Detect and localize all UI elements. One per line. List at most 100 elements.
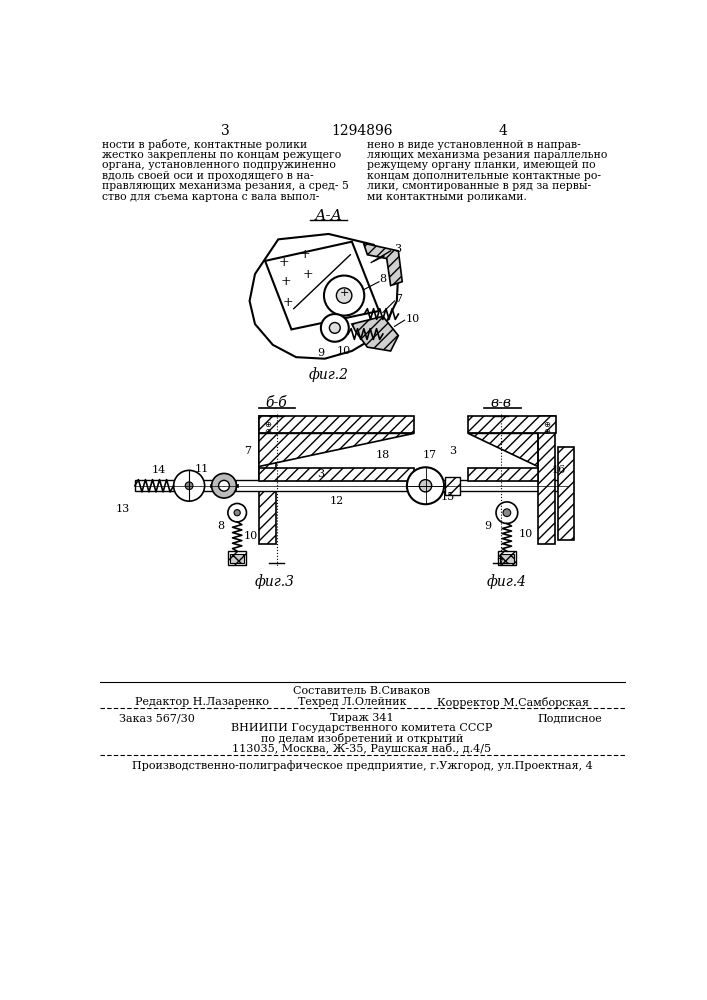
Text: б-б: б-б bbox=[266, 396, 288, 410]
Text: 10: 10 bbox=[406, 314, 421, 324]
Text: 10: 10 bbox=[337, 346, 351, 356]
Circle shape bbox=[503, 509, 510, 517]
Text: 3: 3 bbox=[221, 124, 230, 138]
Text: 17: 17 bbox=[422, 450, 436, 460]
Polygon shape bbox=[228, 551, 247, 565]
Polygon shape bbox=[352, 316, 398, 351]
Polygon shape bbox=[468, 433, 538, 466]
Text: фиг.4: фиг.4 bbox=[487, 575, 527, 589]
Polygon shape bbox=[538, 416, 555, 544]
Text: лики, смонтированные в ряд за первы-: лики, смонтированные в ряд за первы- bbox=[368, 181, 592, 191]
Polygon shape bbox=[558, 447, 573, 540]
Text: в-в: в-в bbox=[490, 396, 511, 410]
Text: 7: 7 bbox=[244, 446, 251, 456]
Text: +: + bbox=[279, 256, 289, 269]
Text: 16: 16 bbox=[552, 465, 566, 475]
Text: ⊕: ⊕ bbox=[264, 420, 271, 429]
Text: органа, установленного подпружиненно: органа, установленного подпружиненно bbox=[103, 160, 337, 170]
Polygon shape bbox=[259, 416, 414, 433]
Text: правляющих механизма резания, а сред- 5: правляющих механизма резания, а сред- 5 bbox=[103, 181, 349, 191]
Text: 15: 15 bbox=[441, 492, 455, 502]
Circle shape bbox=[337, 288, 352, 303]
Text: 18: 18 bbox=[375, 450, 390, 460]
Text: 14: 14 bbox=[151, 465, 166, 475]
Polygon shape bbox=[498, 551, 516, 565]
Text: 12: 12 bbox=[329, 496, 344, 506]
Text: вдоль своей оси и проходящего в на-: вдоль своей оси и проходящего в на- bbox=[103, 171, 314, 181]
Text: нено в виде установленной в направ-: нено в виде установленной в направ- bbox=[368, 140, 581, 150]
Text: ство для съема картона с вала выпол-: ство для съема картона с вала выпол- bbox=[103, 192, 320, 202]
Text: 1294896: 1294896 bbox=[331, 124, 392, 138]
Text: ляющих механизма резания параллельно: ляющих механизма резания параллельно bbox=[368, 150, 608, 160]
Text: +: + bbox=[339, 288, 349, 298]
Circle shape bbox=[234, 510, 240, 516]
Circle shape bbox=[174, 470, 204, 501]
Circle shape bbox=[496, 502, 518, 523]
Text: 3: 3 bbox=[317, 469, 325, 479]
Text: Редактор Н.Лазаренко: Редактор Н.Лазаренко bbox=[135, 697, 269, 707]
Text: +: + bbox=[283, 296, 293, 309]
Text: концам дополнительные контактные ро-: концам дополнительные контактные ро- bbox=[368, 171, 602, 181]
Text: 7: 7 bbox=[496, 558, 503, 568]
Text: 9: 9 bbox=[484, 521, 491, 531]
Polygon shape bbox=[211, 487, 215, 490]
Polygon shape bbox=[233, 487, 236, 490]
Circle shape bbox=[419, 480, 432, 492]
Text: ми контактными роликами.: ми контактными роликами. bbox=[368, 192, 527, 202]
Circle shape bbox=[228, 503, 247, 522]
Polygon shape bbox=[259, 433, 414, 466]
Text: 10: 10 bbox=[243, 531, 257, 541]
Text: 8: 8 bbox=[217, 521, 224, 531]
Polygon shape bbox=[228, 479, 232, 482]
Polygon shape bbox=[233, 481, 236, 484]
Text: ⊕: ⊕ bbox=[543, 427, 550, 436]
Text: ⊕: ⊕ bbox=[264, 427, 271, 436]
Polygon shape bbox=[230, 554, 244, 563]
Text: режущему органу планки, имеющей по: режущему органу планки, имеющей по bbox=[368, 160, 596, 170]
Polygon shape bbox=[235, 484, 238, 487]
Text: ⊕: ⊕ bbox=[543, 420, 550, 429]
Text: 4: 4 bbox=[498, 124, 508, 138]
Text: А-А: А-А bbox=[315, 209, 343, 223]
Polygon shape bbox=[223, 478, 226, 481]
Text: Заказ 567/30: Заказ 567/30 bbox=[119, 713, 195, 723]
Text: 10: 10 bbox=[518, 529, 533, 539]
Polygon shape bbox=[500, 554, 514, 563]
Text: +: + bbox=[281, 275, 291, 288]
Text: 3: 3 bbox=[450, 446, 457, 456]
Text: жестко закреплены по концам режущего: жестко закреплены по концам режущего bbox=[103, 150, 341, 160]
Text: 11: 11 bbox=[194, 464, 209, 474]
Circle shape bbox=[218, 480, 230, 491]
Circle shape bbox=[321, 314, 349, 342]
Text: Подписное: Подписное bbox=[538, 713, 602, 723]
Polygon shape bbox=[259, 468, 414, 481]
Polygon shape bbox=[135, 480, 569, 491]
Text: Корректор М.Самборская: Корректор М.Самборская bbox=[437, 697, 589, 708]
Polygon shape bbox=[468, 468, 538, 481]
Text: 113035, Москва, Ж-35, Раушская наб., д.4/5: 113035, Москва, Ж-35, Раушская наб., д.4… bbox=[233, 743, 491, 754]
Circle shape bbox=[324, 276, 364, 316]
Polygon shape bbox=[228, 490, 232, 493]
Text: 3: 3 bbox=[395, 244, 402, 254]
Text: ВНИИПИ Государственного комитета СССР: ВНИИПИ Государственного комитета СССР bbox=[231, 723, 493, 733]
Text: 13: 13 bbox=[116, 504, 130, 514]
Text: Составитель В.Сиваков: Составитель В.Сиваков bbox=[293, 686, 431, 696]
Text: Производственно-полиграфическое предприятие, г.Ужгород, ул.Проектная, 4: Производственно-полиграфическое предприя… bbox=[132, 760, 592, 771]
Text: фиг.2: фиг.2 bbox=[309, 367, 349, 382]
Circle shape bbox=[185, 482, 193, 490]
Text: ности в работе, контактные ролики: ности в работе, контактные ролики bbox=[103, 139, 308, 150]
Polygon shape bbox=[211, 481, 215, 484]
Text: по делам изобретений и открытий: по делам изобретений и открытий bbox=[261, 733, 463, 744]
Text: фиг.3: фиг.3 bbox=[255, 575, 294, 589]
Text: Техред Л.Олейник: Техред Л.Олейник bbox=[298, 697, 406, 707]
Text: +: + bbox=[303, 267, 313, 280]
Polygon shape bbox=[223, 490, 226, 493]
Circle shape bbox=[329, 323, 340, 333]
Text: 9: 9 bbox=[317, 348, 325, 358]
Text: 7: 7 bbox=[395, 294, 402, 304]
Circle shape bbox=[211, 473, 236, 498]
Polygon shape bbox=[210, 484, 213, 487]
Circle shape bbox=[407, 467, 444, 504]
Polygon shape bbox=[216, 479, 219, 482]
Polygon shape bbox=[468, 416, 556, 433]
